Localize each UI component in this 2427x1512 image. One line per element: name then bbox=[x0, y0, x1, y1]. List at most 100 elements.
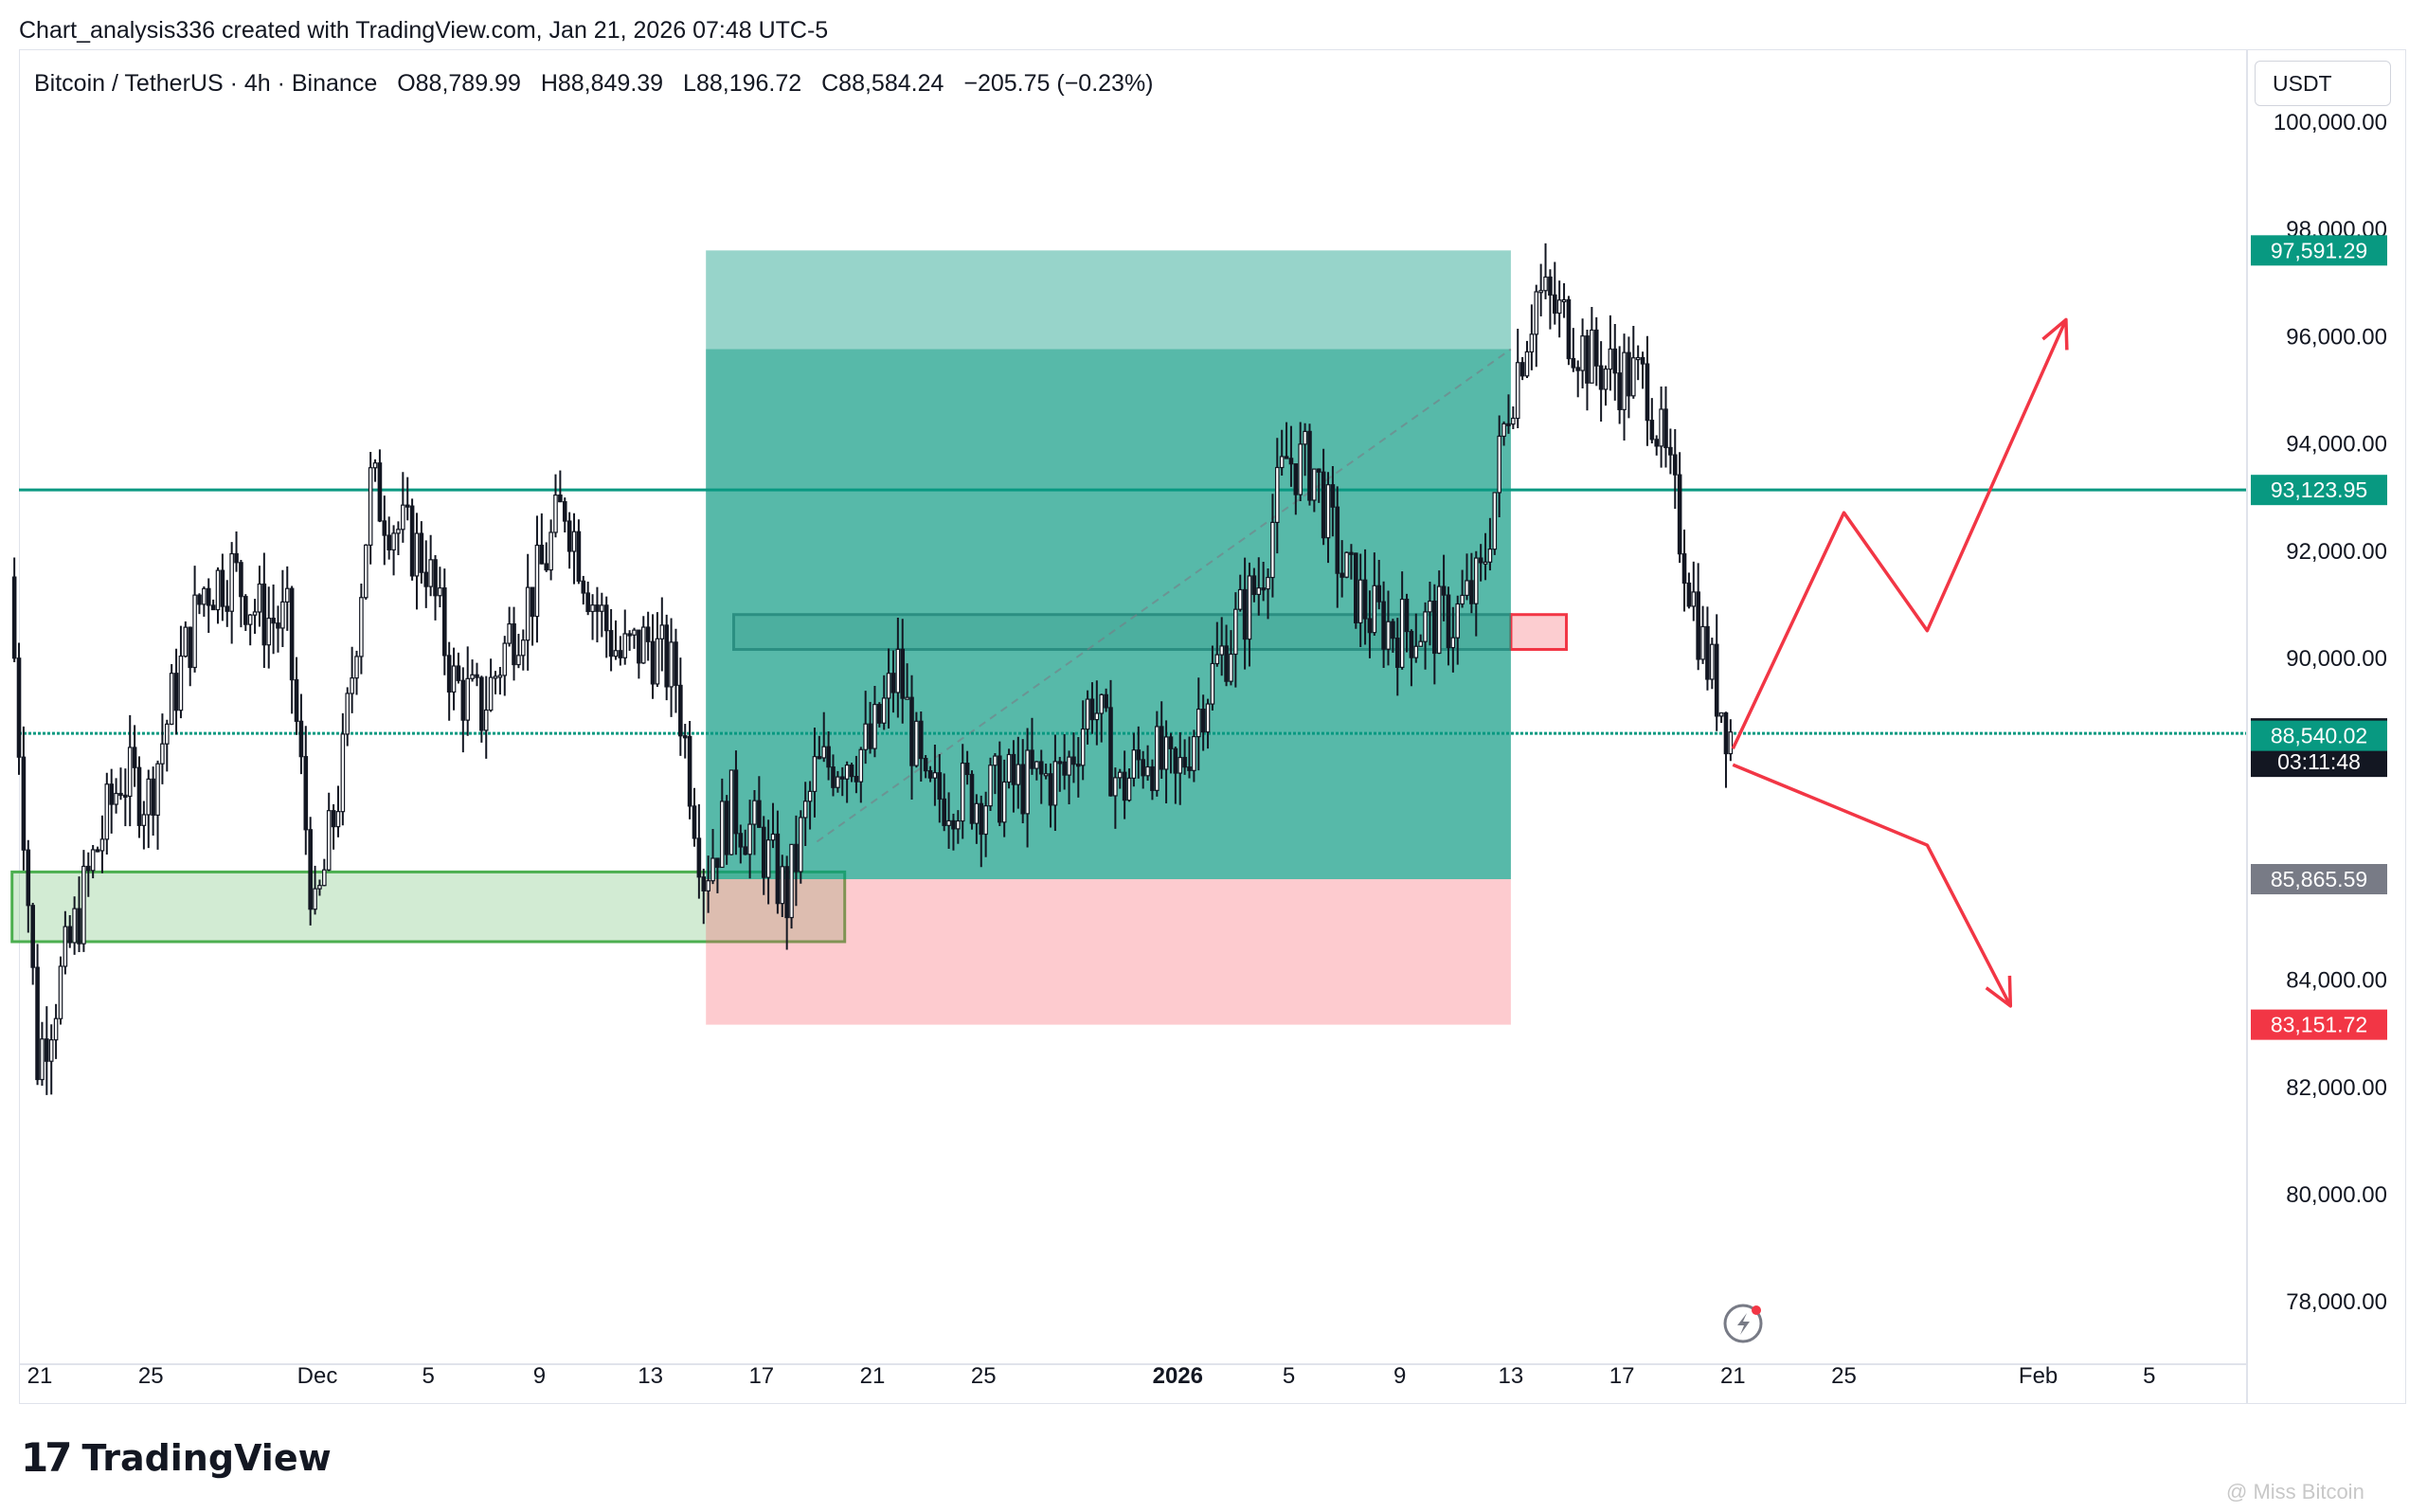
candle-351 bbox=[1635, 345, 1641, 381]
candle-116 bbox=[548, 519, 553, 581]
candle-118 bbox=[558, 470, 563, 503]
time-axis: 21 25 Dec 5 9 13 17 21 25 2026 5 9 13 17 21 25 Feb 5 bbox=[19, 1363, 2247, 1389]
position-trend-line bbox=[816, 348, 1512, 843]
candle-224 bbox=[1048, 763, 1053, 828]
candle-255 bbox=[1192, 729, 1196, 783]
candle-171 bbox=[802, 782, 808, 846]
candle-280 bbox=[1307, 423, 1312, 506]
candle-67 bbox=[322, 858, 327, 887]
candle-52 bbox=[252, 599, 258, 635]
candle-289 bbox=[1349, 544, 1354, 580]
candle-5 bbox=[35, 944, 40, 1086]
candle-71 bbox=[340, 712, 346, 826]
candle-77 bbox=[368, 451, 373, 565]
candle-358 bbox=[1668, 428, 1673, 475]
candle-300 bbox=[1399, 571, 1405, 670]
candle-324 bbox=[1511, 406, 1516, 429]
candle-275 bbox=[1284, 422, 1289, 459]
candle-336 bbox=[1566, 296, 1572, 366]
candle-206 bbox=[964, 750, 970, 785]
candle-220 bbox=[1030, 717, 1034, 775]
candle-163 bbox=[765, 819, 771, 905]
snapshot-icon[interactable] bbox=[1723, 1304, 1763, 1343]
candle-283 bbox=[1321, 448, 1326, 546]
candle-258 bbox=[1205, 698, 1211, 749]
candle-91 bbox=[433, 554, 438, 621]
candle-301 bbox=[1404, 593, 1410, 653]
time-tick-10: 5 bbox=[1283, 1363, 1295, 1389]
candle-144 bbox=[678, 657, 683, 756]
candle-155 bbox=[728, 769, 734, 855]
candle-72 bbox=[345, 687, 351, 747]
candle-187 bbox=[877, 702, 882, 728]
candle-50 bbox=[243, 594, 248, 631]
candle-133 bbox=[627, 630, 632, 651]
candle-98 bbox=[465, 646, 471, 736]
candle-84 bbox=[401, 472, 405, 543]
price-label-text-3: 88,540.02 bbox=[2271, 724, 2367, 748]
candle-36 bbox=[178, 625, 184, 719]
candle-347 bbox=[1617, 346, 1622, 424]
candle-162 bbox=[761, 816, 766, 895]
candle-45 bbox=[220, 553, 225, 621]
candle-92 bbox=[438, 567, 442, 608]
candle-261 bbox=[1219, 617, 1224, 676]
candle-85 bbox=[404, 477, 410, 521]
candle-103 bbox=[488, 658, 494, 712]
candle-362 bbox=[1686, 572, 1692, 609]
candle-154 bbox=[724, 795, 729, 865]
candle-22 bbox=[114, 778, 118, 814]
candle-182 bbox=[854, 755, 859, 794]
candle-323 bbox=[1506, 394, 1511, 434]
candle-191 bbox=[895, 618, 901, 718]
candle-253 bbox=[1182, 739, 1187, 775]
candle-281 bbox=[1312, 468, 1317, 513]
time-tick-13: 17 bbox=[1609, 1363, 1635, 1389]
candle-174 bbox=[817, 735, 822, 760]
candle-360 bbox=[1677, 452, 1682, 564]
candle-108 bbox=[512, 606, 516, 681]
price-label-4: 85,865.59 bbox=[2251, 864, 2387, 895]
candle-25 bbox=[127, 714, 133, 827]
zone-box-2 bbox=[1509, 613, 1569, 652]
candle-226 bbox=[1057, 756, 1063, 792]
time-tick-14: 21 bbox=[1720, 1363, 1746, 1389]
candle-160 bbox=[752, 790, 757, 855]
candle-113 bbox=[534, 515, 540, 643]
candle-65 bbox=[313, 865, 317, 915]
price-tick-6: 90,000.00 bbox=[2286, 646, 2387, 672]
candle-0 bbox=[11, 557, 17, 663]
currency-selector[interactable]: USDT bbox=[2255, 61, 2391, 106]
candle-371 bbox=[1728, 719, 1734, 762]
candle-86 bbox=[409, 498, 415, 581]
candle-37 bbox=[183, 621, 189, 657]
candle-3 bbox=[26, 839, 31, 933]
candle-251 bbox=[1173, 747, 1178, 804]
candle-287 bbox=[1339, 540, 1344, 598]
candle-18 bbox=[95, 846, 100, 853]
symbol-name[interactable]: Bitcoin / TetherUS · 4h · Binance bbox=[34, 70, 378, 97]
candle-30 bbox=[151, 766, 155, 836]
candle-211 bbox=[988, 757, 993, 811]
price-tick-8: 94,000.00 bbox=[2286, 432, 2387, 458]
candle-12 bbox=[67, 914, 73, 948]
time-tick-2: Dec bbox=[297, 1363, 338, 1389]
candle-268 bbox=[1251, 567, 1257, 603]
candle-277 bbox=[1293, 463, 1299, 515]
candle-56 bbox=[271, 585, 276, 655]
candle-95 bbox=[451, 647, 457, 711]
candle-357 bbox=[1663, 386, 1668, 468]
symbol-legend[interactable]: Bitcoin / TetherUS · 4h · Binance O88,78… bbox=[34, 70, 1167, 98]
candle-340 bbox=[1585, 330, 1590, 411]
candle-235 bbox=[1099, 693, 1105, 743]
candle-304 bbox=[1418, 634, 1423, 647]
candle-35 bbox=[173, 648, 179, 735]
price-tick-9: 96,000.00 bbox=[2286, 324, 2387, 350]
candle-149 bbox=[701, 868, 707, 925]
candle-213 bbox=[997, 741, 1002, 827]
candle-188 bbox=[881, 675, 887, 730]
time-tick-17: 5 bbox=[2143, 1363, 2155, 1389]
candle-66 bbox=[317, 879, 322, 896]
candle-60 bbox=[289, 585, 295, 714]
